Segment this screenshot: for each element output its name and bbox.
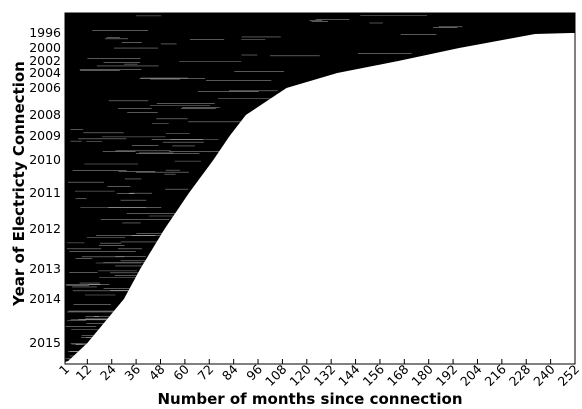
x-tick-label: 216: [481, 361, 509, 389]
y-tick-label: 2012: [29, 221, 61, 236]
y-tick-label: 2015: [29, 335, 61, 350]
x-tick-label: 132: [311, 362, 338, 389]
y-tick-label: 2006: [29, 80, 61, 95]
x-tick-label: 84: [219, 361, 241, 383]
y-tick-label: 2008: [29, 107, 61, 122]
y-axis: 1996200020022004200620082009201020112012…: [29, 25, 70, 350]
x-tick-label: 12: [73, 362, 95, 384]
x-tick-label: 48: [146, 361, 168, 383]
x-tick-label: 120: [286, 361, 314, 389]
y-tick-label: 2010: [29, 152, 61, 167]
x-axis: 1 12 24 36 48 60 72 84 9610812013214415616818019…: [56, 359, 582, 389]
x-tick-label: 60: [170, 361, 192, 383]
x-tick-label: 204: [457, 361, 485, 389]
data-band: [65, 13, 575, 364]
y-tick-label: 2014: [29, 291, 61, 306]
y-tick-label: 1996: [29, 25, 61, 40]
x-tick-label: 180: [408, 361, 436, 389]
x-tick-label: 108: [262, 361, 290, 389]
x-tick-label: 144: [335, 361, 363, 389]
x-tick-label: 156: [360, 361, 388, 389]
y-axis-label: Year of Electricty Connection: [10, 61, 28, 307]
x-tick-label: 36: [121, 361, 143, 383]
x-tick-label: 24: [97, 361, 119, 383]
x-tick-label: 168: [384, 361, 412, 389]
x-tick-label: 252: [555, 362, 582, 389]
y-tick-label: 2011: [29, 185, 61, 200]
x-tick-label: 240: [530, 361, 558, 389]
x-tick-label: 192: [433, 362, 460, 389]
band-block: [429, 13, 575, 33]
x-tick-label: 96: [243, 361, 265, 383]
x-tick-label: 72: [195, 362, 217, 384]
y-tick-label: 2004: [29, 65, 61, 80]
y-tick-label: 2013: [29, 261, 61, 276]
y-tick-label: 2009: [29, 128, 61, 143]
x-axis-label: Number of months since connection: [157, 390, 462, 408]
x-tick-label: 228: [506, 361, 534, 389]
